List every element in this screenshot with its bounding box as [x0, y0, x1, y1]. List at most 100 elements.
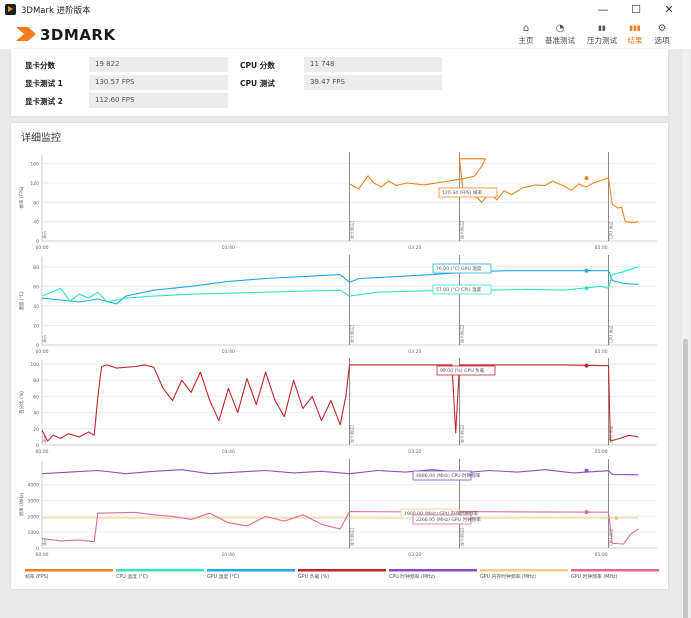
results-bars-icon: ▮▮▮: [629, 24, 641, 32]
minimize-button[interactable]: —: [597, 3, 609, 16]
legend-swatch: [25, 569, 113, 572]
app-header: 3DMARK ⌂ 主页 ◔ 基准测试 ▮▮ 压力测试 ▮▮▮ 结果 ⚙ 选项: [0, 19, 691, 49]
data-tooltip: 76.00 (°C) GPU 温度: [432, 263, 589, 274]
brand-logo[interactable]: 3DMARK: [14, 24, 116, 44]
legend-label: GPU 时钟频率 (MHz): [571, 573, 617, 580]
hover-marker: [584, 363, 589, 368]
x-tick-label: 01:40: [222, 449, 235, 455]
phase-label: 演示: [41, 231, 47, 239]
logo-mark-icon: [16, 27, 36, 41]
nav-options[interactable]: ⚙ 选项: [651, 22, 673, 46]
cpu-test-value: 39.47 FPS: [304, 75, 442, 90]
series-line-cpu_clock: [41, 469, 639, 476]
nav-results-label: 结果: [627, 36, 643, 45]
hover-marker: [584, 510, 589, 515]
scrollbar-thumb[interactable]: [683, 339, 688, 618]
y-tick-label: 100: [30, 362, 39, 368]
cpu-test-label: CPU 测试: [240, 79, 275, 88]
data-tooltip: 4886.04 (MHz) CPU 时钟频率: [412, 468, 589, 481]
legend-item[interactable]: 帧率 (FPS): [25, 569, 113, 580]
x-tick-label: 00:00: [36, 449, 49, 455]
home-icon: ⌂: [522, 23, 530, 34]
y-tick-label: 0: [36, 443, 39, 449]
vertical-scrollbar[interactable]: [682, 49, 689, 618]
legend-item[interactable]: CPU 温度 (°C): [116, 569, 204, 580]
close-button[interactable]: ✕: [664, 3, 674, 16]
x-tick-label: 00:00: [36, 349, 49, 355]
cpu-score-value: 11 748: [304, 57, 442, 72]
x-tick-label: 03:20: [408, 245, 421, 251]
gear-icon: ⚙: [657, 23, 667, 34]
x-tick-label: 01:40: [222, 349, 235, 355]
hover-marker: [584, 286, 589, 291]
monitoring-charts[interactable]: 0 40 80 120 160 帧率 (FPS) 00:00 01:40 03:20 05:00 演…: [11, 123, 668, 589]
phase-label: CPU 测试: [608, 222, 614, 239]
series-line-gpu_load: [41, 364, 639, 442]
phase-label: 显卡测试2: [458, 527, 464, 546]
monitor-chart-1[interactable]: 0 20 40 60 80 温度 (°C) 00:00 01:40 03:20 05:00 演示 显卡…: [18, 255, 657, 355]
x-tick-label: 05:00: [595, 245, 608, 251]
gpu-test1-value: 130.57 FPS: [89, 75, 228, 90]
y-tick-label: 4000: [28, 483, 40, 489]
y-tick-label: 80: [33, 200, 39, 206]
phase-label: 显卡测试1: [349, 220, 355, 239]
y-tick-label: 40: [33, 304, 39, 310]
maximize-button[interactable]: ☐: [631, 3, 641, 16]
stress-bars-icon: ▮▮: [598, 24, 606, 32]
phase-label: 演示: [41, 335, 47, 343]
nav-benchmarks-label: 基准测试: [545, 36, 575, 45]
y-axis-label: 频率 (MHz): [18, 492, 25, 516]
nav-benchmarks[interactable]: ◔ 基准测试: [542, 22, 578, 46]
y-tick-label: 0: [36, 239, 39, 245]
y-axis-label: 帧率 (FPS): [18, 186, 25, 208]
monitor-chart-2[interactable]: 0 20 40 60 80 100 百分比 (%) 00:00 01:40 03:20 05:00 演…: [18, 358, 657, 455]
svg-text:120.34 (FPS) 帧率: 120.34 (FPS) 帧率: [442, 189, 483, 196]
nav-results[interactable]: ▮▮▮ 结果: [624, 22, 646, 46]
phase-label: 演示: [41, 435, 47, 443]
legend-swatch: [389, 569, 477, 572]
y-tick-label: 3000: [28, 499, 40, 505]
legend-item[interactable]: GPU 内存时钟频率 (MHz): [480, 569, 568, 580]
nav-options-label: 选项: [654, 36, 670, 45]
series-line-gpu_clock: [41, 511, 639, 545]
phase-label: 显卡测试1: [349, 324, 355, 343]
phase-label: CPU 测试: [608, 326, 614, 343]
phase-label: 显卡测试1: [349, 424, 355, 443]
legend-item[interactable]: GPU 时钟频率 (MHz): [571, 569, 659, 580]
data-tooltip: 120.34 (FPS) 帧率: [438, 176, 589, 198]
nav-home[interactable]: ⌂ 主页: [514, 22, 538, 46]
gpu-test1-label: 显卡测试 1: [25, 79, 63, 88]
y-tick-label: 0: [36, 343, 39, 349]
data-tooltip: 2266.95 (MHz) GPU 时钟频率: [412, 510, 589, 525]
y-tick-label: 160: [30, 162, 39, 168]
title-bar: 3DMark 进阶版本 — ☐ ✕: [0, 0, 691, 19]
logo-wordmark: 3DMARK: [40, 26, 116, 44]
y-tick-label: 80: [33, 265, 39, 271]
nav-stress-tests[interactable]: ▮▮ 压力测试: [584, 22, 620, 46]
scores-panel: 显卡分数 19 822 显卡测试 1 130.57 FPS 显卡测试 2 112…: [11, 49, 668, 116]
phase-label: 显卡测试1: [349, 527, 355, 546]
x-tick-label: 01:40: [222, 552, 235, 558]
x-tick-label: 01:40: [222, 245, 235, 251]
legend-item[interactable]: GPU 负载 (%): [298, 569, 386, 580]
y-tick-label: 2000: [28, 514, 40, 520]
phase-label: 演示: [41, 538, 47, 546]
phase-label: 显卡测试2: [458, 220, 464, 239]
x-tick-label: 05:00: [595, 449, 608, 455]
svg-text:2266.95 (MHz) GPU 时钟频率: 2266.95 (MHz) GPU 时钟频率: [416, 516, 481, 523]
legend-swatch: [571, 569, 659, 572]
data-tooltip: 57.00 (°C) CPU 温度: [432, 284, 589, 295]
y-axis-label: 百分比 (%): [18, 391, 25, 414]
x-tick-label: 05:00: [595, 552, 608, 558]
window-title: 3DMark 进阶版本: [21, 6, 91, 16]
y-tick-label: 60: [33, 394, 39, 400]
legend-item[interactable]: GPU 温度 (°C): [207, 569, 295, 580]
y-tick-label: 20: [33, 427, 39, 433]
y-tick-label: 20: [33, 323, 39, 329]
x-tick-label: 03:20: [408, 449, 421, 455]
monitor-chart-0[interactable]: 0 40 80 120 160 帧率 (FPS) 00:00 01:40 03:20 05:00 演…: [18, 152, 657, 251]
legend-item[interactable]: CPU 时钟频率 (MHz): [389, 569, 477, 580]
legend-swatch: [480, 569, 568, 572]
svg-text:57.00 (°C) CPU 温度: 57.00 (°C) CPU 温度: [436, 286, 482, 293]
